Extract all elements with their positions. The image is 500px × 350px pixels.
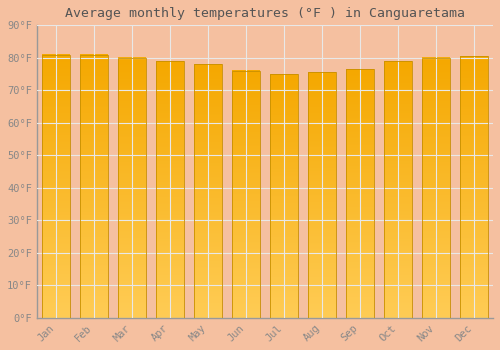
Bar — [384, 61, 411, 318]
Bar — [232, 71, 260, 318]
Bar — [80, 55, 108, 318]
Bar — [270, 74, 297, 318]
Bar — [460, 56, 487, 318]
Title: Average monthly temperatures (°F ) in Canguaretama: Average monthly temperatures (°F ) in Ca… — [65, 7, 465, 20]
Bar — [156, 61, 184, 318]
Bar — [346, 69, 374, 318]
Bar — [118, 58, 146, 318]
Bar — [194, 64, 222, 318]
Bar — [422, 58, 450, 318]
Bar — [42, 55, 70, 318]
Bar — [308, 72, 336, 318]
